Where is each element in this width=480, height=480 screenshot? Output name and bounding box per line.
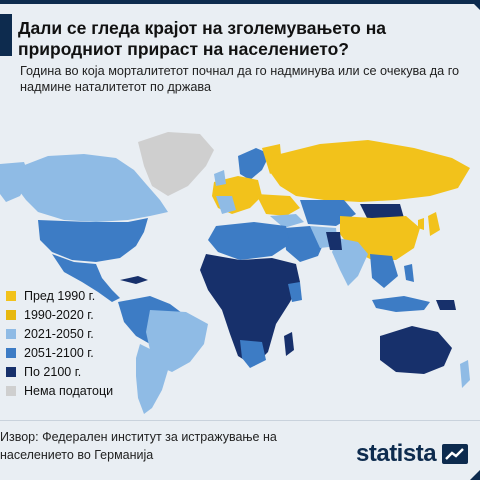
legend-item: По 2100 г. — [6, 362, 113, 381]
legend-swatch — [6, 347, 16, 358]
chart-title: Дали се гледа крајот на зголемувањето на… — [18, 18, 386, 59]
region-usa — [38, 218, 148, 262]
region-mongolia — [360, 204, 404, 220]
legend-item: 1990-2020 г. — [6, 305, 113, 324]
region-new-zealand — [460, 360, 470, 388]
world-map — [0, 132, 470, 414]
legend-label: Пред 1990 г. — [24, 288, 96, 303]
region-uk — [214, 170, 226, 186]
region-brazil — [146, 310, 208, 372]
region-greenland — [138, 132, 214, 196]
region-mexico — [52, 254, 120, 302]
legend-label: 1990-2020 г. — [24, 307, 94, 322]
map-legend: Пред 1990 г. 1990-2020 г. 2021-2050 г. 2… — [6, 286, 113, 400]
region-north-africa — [208, 222, 290, 260]
legend-label: По 2100 г. — [24, 364, 82, 379]
region-madagascar — [284, 332, 294, 356]
legend-item: Нема податоци — [6, 381, 113, 400]
region-korea — [418, 218, 424, 230]
region-canada — [14, 154, 168, 222]
chart-subtitle: Година во која морталитетот почнал да го… — [20, 64, 460, 94]
region-japan — [428, 212, 440, 236]
region-caribbean — [120, 276, 148, 284]
region-southern-africa — [240, 340, 266, 368]
region-scandinavia — [238, 148, 270, 180]
region-southeast-asia — [370, 254, 398, 288]
legend-swatch — [6, 290, 16, 301]
region-alaska — [0, 162, 30, 202]
region-south-america-south — [136, 344, 168, 414]
legend-swatch — [6, 309, 16, 320]
corner-decoration — [470, 0, 480, 480]
legend-item: 2051-2100 г. — [6, 343, 113, 362]
region-france — [216, 196, 236, 214]
legend-item: 2021-2050 г. — [6, 324, 113, 343]
region-turkey — [270, 214, 304, 228]
legend-swatch — [6, 328, 16, 339]
logo-text: statista — [356, 440, 437, 467]
region-indonesia — [372, 296, 430, 312]
region-russia — [270, 140, 470, 202]
legend-swatch — [6, 385, 16, 396]
legend-label: Нема податоци — [24, 383, 114, 398]
statista-logo[interactable]: statista — [356, 440, 469, 468]
region-east-africa — [288, 282, 302, 302]
region-philippines — [404, 264, 414, 282]
source-text: Извор: Федерален институт за истражување… — [0, 430, 277, 462]
region-pakistan — [326, 232, 342, 250]
legend-label: 2051-2100 г. — [24, 345, 94, 360]
region-australia — [380, 326, 452, 374]
footer-divider — [0, 420, 480, 421]
legend-swatch — [6, 366, 16, 377]
title-accent-bar — [0, 14, 12, 56]
statista-logo-icon — [442, 444, 469, 464]
legend-item: Пред 1990 г. — [6, 286, 113, 305]
region-eastern-europe — [256, 194, 300, 216]
legend-label: 2021-2050 г. — [24, 326, 94, 341]
top-bar — [0, 0, 480, 4]
region-png — [436, 300, 456, 310]
region-sub-saharan-africa — [200, 254, 300, 366]
